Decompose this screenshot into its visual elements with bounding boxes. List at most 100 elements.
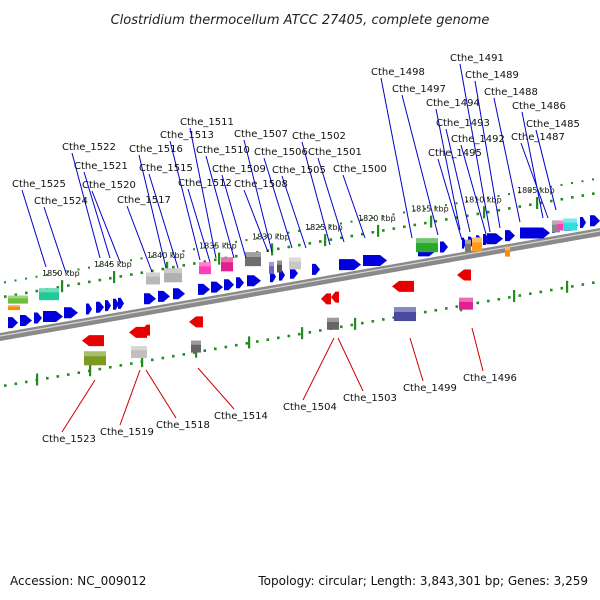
- forward-ruler-dot: [151, 269, 154, 273]
- forward-feature-box-shine: [269, 261, 274, 267]
- forward-box-guide-dot: [298, 229, 300, 232]
- label-leaders: [21, 63, 557, 433]
- forward-gene-label: Cthe_1493: [436, 118, 490, 129]
- reverse-feature-box-shine: [131, 346, 147, 351]
- forward-label-leader: [21, 189, 47, 268]
- reverse-feature-box: [191, 340, 201, 353]
- forward-ruler-dot: [277, 247, 280, 251]
- forward-ruler-dot: [350, 234, 354, 238]
- forward-ruler-dot: [109, 276, 112, 280]
- reverse-ruler-dot: [14, 382, 18, 386]
- reverse-ruler-dot: [476, 301, 480, 305]
- forward-gene-label: Cthe_1509: [212, 164, 266, 175]
- reverse-ruler-dot: [560, 286, 564, 290]
- forward-ruler-dot: [382, 229, 385, 232]
- reverse-ruler-dot: [235, 343, 238, 347]
- forward-ruler-dot: [88, 280, 91, 284]
- scale-tick: [483, 206, 486, 219]
- forward-label-leader: [474, 80, 501, 229]
- forward-gene-arrow: [198, 283, 210, 295]
- reverse-feature-box-shine: [191, 340, 201, 345]
- forward-box-guide-dot: [539, 187, 542, 190]
- reverse-feature-box: [131, 346, 147, 359]
- forward-feature-box-shine: [221, 257, 233, 263]
- reverse-feature-box: [84, 351, 106, 366]
- scale-tick: [324, 234, 327, 247]
- forward-box-guide-dot: [424, 207, 426, 210]
- scale-tick: [61, 280, 64, 293]
- forward-ruler-dot: [140, 271, 144, 275]
- reverse-ruler-dot: [214, 347, 217, 351]
- forward-ruler-dot: [98, 278, 102, 282]
- forward-box-guide-dot: [266, 235, 269, 238]
- reverse-ruler-dot: [182, 353, 186, 356]
- reverse-ruler-dot: [508, 296, 511, 299]
- forward-gene-arrow: [211, 281, 223, 293]
- reverse-label-leader: [119, 369, 141, 426]
- forward-feature-box: [146, 272, 160, 285]
- forward-ruler-dot: [308, 242, 312, 245]
- forward-gene-arrow: [247, 275, 261, 287]
- forward-box-guide-dot: [413, 209, 416, 212]
- reverse-gene-label: Cthe_1504: [283, 402, 337, 413]
- forward-feature-box: [8, 295, 28, 304]
- reverse-ruler-dot: [497, 297, 501, 301]
- forward-label-leader: [221, 174, 247, 259]
- forward-gene-label: Cthe_1508: [234, 179, 288, 190]
- forward-box-guide-dot: [455, 202, 458, 205]
- reverse-ruler-dot: [256, 340, 259, 343]
- forward-gene-arrow: [118, 297, 124, 309]
- forward-label-leader: [205, 155, 235, 259]
- forward-gene-label: Cthe_1516: [129, 144, 183, 155]
- forward-feature-box-shine: [289, 257, 301, 262]
- forward-gene-label: Cthe_1501: [308, 147, 362, 158]
- forward-gene-label: Cthe_1500: [333, 164, 387, 175]
- genome-summary-text: Topology: circular; Length: 3,843,301 bp…: [258, 574, 588, 588]
- reverse-scale-tick: [141, 355, 144, 368]
- forward-label-leader: [535, 129, 557, 211]
- forward-ruler-dot: [235, 254, 238, 258]
- forward-feature-box: [472, 237, 482, 252]
- forward-ruler-dot: [172, 265, 175, 269]
- forward-box-guide-dot: [571, 182, 573, 185]
- reverse-feature-box-shine: [459, 297, 473, 302]
- forward-ruler-dot: [550, 199, 553, 203]
- reverse-scale-tick: [513, 290, 516, 303]
- forward-ruler-dot: [413, 223, 417, 227]
- forward-box-guide-dot: [46, 273, 48, 276]
- forward-gene-label: Cthe_1486: [512, 101, 566, 112]
- forward-feature-box: [289, 257, 301, 270]
- reverse-ruler-dot: [77, 371, 81, 375]
- forward-ruler-dot: [340, 236, 343, 240]
- forward-feature-box-shine: [505, 246, 510, 251]
- forward-feature-box: [269, 261, 274, 274]
- scale-tick: [271, 243, 274, 256]
- forward-label-leader: [263, 157, 293, 249]
- forward-label-leader: [380, 77, 413, 239]
- forward-gene-label: Cthe_1511: [180, 117, 234, 128]
- forward-box-guide-dot: [4, 281, 6, 284]
- forward-box-guide-dot: [371, 216, 374, 219]
- forward-feature-box: [465, 239, 471, 252]
- forward-feature-box-shine: [416, 238, 438, 244]
- forward-ruler-dot: [4, 295, 7, 298]
- reverse-ruler-dot: [518, 294, 522, 297]
- forward-gene-label: Cthe_1487: [511, 132, 565, 143]
- reverse-ruler-dot: [487, 299, 490, 303]
- forward-label-leader: [187, 188, 211, 263]
- reverse-ruler-dot: [361, 321, 364, 325]
- forward-gene-label: Cthe_1506: [254, 147, 308, 158]
- reverse-ruler-dot: [382, 318, 385, 321]
- reverse-label-leader: [197, 367, 235, 410]
- reverse-ruler-dot: [350, 323, 354, 327]
- forward-ruler-dot: [592, 192, 595, 195]
- scale-tick-label: 1845 kbp: [94, 260, 132, 269]
- forward-label-leader: [281, 175, 307, 249]
- forward-box-guide-dot: [592, 178, 594, 181]
- forward-label-leader: [189, 127, 217, 259]
- reverse-ruler-dot: [571, 285, 574, 288]
- forward-box-guide-dot: [350, 220, 353, 223]
- forward-box-guide-dot: [319, 226, 321, 229]
- track-guides: [4, 178, 595, 387]
- reverse-label-leader: [61, 379, 96, 433]
